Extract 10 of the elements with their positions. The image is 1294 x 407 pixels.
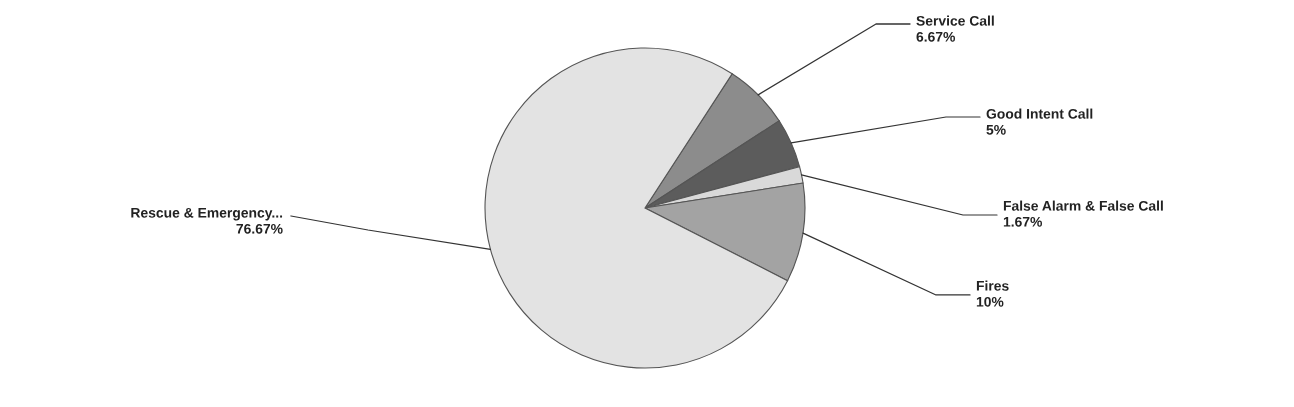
slice-label: Rescue & Emergency... [131, 207, 283, 221]
data-label: 1.67% [1003, 216, 1043, 227]
slice-label: Fires [976, 280, 1009, 291]
slice-label: False Alarm & False Call [1003, 200, 1163, 211]
data-label: 6.67% [916, 31, 956, 42]
data-label: 5% [986, 124, 1006, 135]
slice-label: Service Call [916, 15, 994, 26]
data-label: 76.67% [236, 223, 283, 234]
data-label: 10% [976, 296, 1004, 307]
slice-label: Good Intent Call [986, 108, 1093, 119]
